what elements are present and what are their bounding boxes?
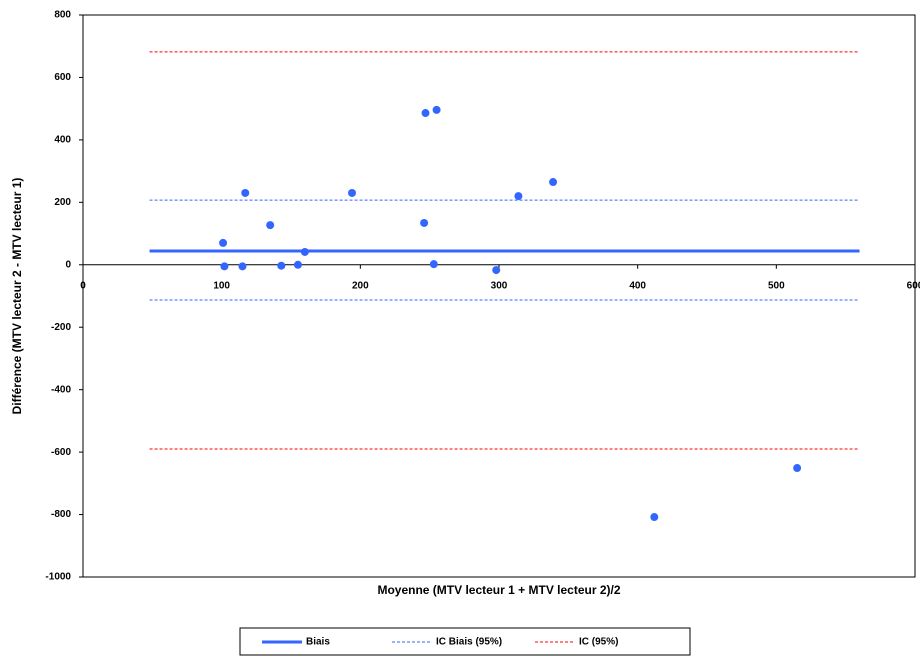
point bbox=[277, 261, 286, 270]
point bbox=[549, 178, 558, 187]
point bbox=[219, 238, 228, 247]
y-tick-label: 0 bbox=[65, 259, 71, 270]
y-tick-label: 800 bbox=[54, 10, 71, 21]
y-tick-label: 200 bbox=[54, 197, 71, 208]
point bbox=[348, 188, 357, 197]
y-tick-label: 600 bbox=[54, 72, 71, 83]
point bbox=[300, 247, 309, 256]
y-tick-label: -600 bbox=[51, 447, 71, 458]
point bbox=[432, 105, 441, 114]
y-tick-label: 400 bbox=[54, 135, 71, 146]
x-tick-label: 400 bbox=[629, 280, 646, 291]
x-axis-title: Moyenne (MTV lecteur 1 + MTV lecteur 2)/… bbox=[377, 583, 620, 597]
x-tick-label: 200 bbox=[352, 280, 369, 291]
x-tick-label: 300 bbox=[491, 280, 508, 291]
x-tick-label: 100 bbox=[213, 280, 230, 291]
y-axis-title: Différence (MTV lecteur 2 - MTV lecteur … bbox=[10, 178, 24, 415]
point bbox=[241, 188, 250, 197]
legend-label: IC (95%) bbox=[579, 637, 618, 648]
point bbox=[650, 513, 659, 522]
x-tick-label: 500 bbox=[768, 280, 785, 291]
point bbox=[293, 260, 302, 269]
point bbox=[429, 260, 438, 269]
legend-box bbox=[239, 627, 691, 656]
point bbox=[793, 464, 802, 473]
point bbox=[420, 218, 429, 227]
point bbox=[238, 262, 247, 271]
point bbox=[421, 109, 430, 118]
legend-label: Biais bbox=[306, 637, 330, 648]
x-tick-label: 0 bbox=[80, 280, 86, 291]
plot-area bbox=[82, 14, 916, 578]
point bbox=[220, 262, 229, 271]
x-tick-label: 600 bbox=[907, 280, 920, 291]
y-tick-label: -200 bbox=[51, 322, 71, 333]
y-tick-label: -400 bbox=[51, 384, 71, 395]
legend-label: IC Biais (95%) bbox=[436, 637, 502, 648]
point bbox=[266, 221, 275, 230]
point bbox=[514, 192, 523, 201]
y-tick-label: -1000 bbox=[45, 572, 71, 583]
point bbox=[492, 266, 501, 275]
y-tick-label: -800 bbox=[51, 509, 71, 520]
